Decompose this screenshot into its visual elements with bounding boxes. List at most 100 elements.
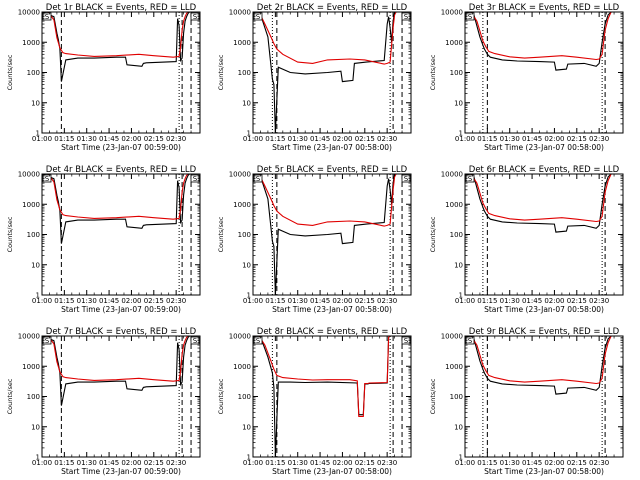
detector-panel-3: S 1 10 100 1000 10000 01:00 01:15 01:30 01:45 02:0… bbox=[429, 3, 624, 152]
x-tick-label: 02:30 bbox=[377, 297, 397, 305]
x-tick-label: 01:15 bbox=[265, 459, 285, 467]
y-tick-label: 10 bbox=[454, 423, 463, 431]
x-tick-label: 01:15 bbox=[54, 297, 74, 305]
y-tick-label: 10000 bbox=[229, 9, 251, 17]
x-tick-label: 02:15 bbox=[567, 459, 587, 467]
y-tick-label: 100 bbox=[27, 231, 40, 239]
x-tick-label: 02:00 bbox=[121, 135, 141, 143]
y-tick-label: 1000 bbox=[445, 39, 463, 47]
x-tick-label: 01:45 bbox=[522, 459, 542, 467]
y-axis-label: Counts/sec bbox=[6, 216, 14, 252]
y-tick-label: 1 bbox=[247, 454, 251, 462]
saa-label: S bbox=[256, 175, 261, 183]
events-series-line bbox=[42, 12, 192, 82]
x-tick-label: 01:15 bbox=[265, 135, 285, 143]
y-tick-label: 1000 bbox=[22, 201, 40, 209]
panel-title: Det 8r BLACK = Events, RED = LLD bbox=[257, 327, 408, 337]
lld-series-line bbox=[465, 12, 615, 61]
y-axis-label: Counts/sec bbox=[429, 378, 437, 414]
x-tick-label: 01:30 bbox=[288, 135, 308, 143]
x-tick-label: 01:15 bbox=[477, 297, 497, 305]
x-tick-label: 02:00 bbox=[121, 297, 141, 305]
y-axis-label: Counts/sec bbox=[429, 216, 437, 252]
x-tick-label: 02:30 bbox=[589, 135, 609, 143]
y-axis-label: Counts/sec bbox=[217, 54, 225, 90]
x-axis-label: Start Time (23-Jan-07 00:58:00) bbox=[272, 143, 392, 152]
x-tick-label: 02:15 bbox=[144, 297, 164, 305]
x-tick-label: 01:00 bbox=[32, 135, 52, 143]
panel-title: Det 7r BLACK = Events, RED = LLD bbox=[46, 327, 197, 337]
y-tick-label: 1000 bbox=[445, 201, 463, 209]
lld-series-line bbox=[253, 174, 397, 227]
saa-label: S bbox=[45, 13, 50, 21]
y-tick-label: 10000 bbox=[18, 171, 40, 179]
x-tick-label: 01:30 bbox=[500, 459, 520, 467]
saa-label: S bbox=[45, 175, 50, 183]
x-tick-label: 01:45 bbox=[99, 135, 119, 143]
lld-series-line bbox=[42, 336, 192, 382]
saa-label: S bbox=[193, 337, 198, 345]
x-axis-label: Start Time (23-Jan-07 00:59:00) bbox=[61, 143, 181, 152]
x-tick-label: 02:30 bbox=[166, 297, 186, 305]
saa-label: S bbox=[193, 175, 198, 183]
x-tick-label: 01:45 bbox=[522, 297, 542, 305]
y-tick-label: 10 bbox=[31, 423, 40, 431]
x-tick-label: 01:45 bbox=[99, 297, 119, 305]
events-series-line bbox=[253, 174, 396, 295]
y-tick-label: 1000 bbox=[22, 39, 40, 47]
lld-series-line bbox=[42, 12, 192, 58]
events-series-line bbox=[42, 174, 192, 244]
x-tick-label: 02:30 bbox=[589, 297, 609, 305]
y-tick-label: 10 bbox=[242, 261, 251, 269]
events-series-line bbox=[253, 336, 392, 457]
x-tick-label: 01:15 bbox=[54, 459, 74, 467]
x-tick-label: 01:00 bbox=[32, 459, 52, 467]
x-axis-label: Start Time (23-Jan-07 00:58:00) bbox=[484, 143, 604, 152]
x-tick-label: 02:15 bbox=[355, 459, 375, 467]
panel-title: Det 4r BLACK = Events, RED = LLD bbox=[46, 165, 197, 175]
plot-frame bbox=[464, 173, 624, 296]
x-tick-label: 02:00 bbox=[544, 297, 564, 305]
y-tick-label: 10 bbox=[31, 261, 40, 269]
x-tick-label: 01:45 bbox=[310, 135, 330, 143]
x-tick-label: 02:15 bbox=[355, 297, 375, 305]
x-tick-label: 01:45 bbox=[310, 459, 330, 467]
x-tick-label: 01:30 bbox=[77, 459, 97, 467]
saa-label: S bbox=[193, 13, 198, 21]
x-tick-label: 01:45 bbox=[310, 297, 330, 305]
x-tick-label: 02:15 bbox=[567, 135, 587, 143]
y-tick-label: 100 bbox=[450, 69, 463, 77]
plot-frame bbox=[41, 173, 201, 296]
y-tick-label: 10 bbox=[242, 423, 251, 431]
y-tick-label: 1000 bbox=[22, 363, 40, 371]
panel-title: Det 6r BLACK = Events, RED = LLD bbox=[469, 165, 620, 175]
x-axis-label: Start Time (23-Jan-07 00:58:00) bbox=[484, 467, 604, 476]
events-series-line bbox=[465, 336, 615, 395]
plot-frame bbox=[41, 335, 201, 458]
x-tick-label: 02:30 bbox=[377, 135, 397, 143]
y-tick-label: 10 bbox=[454, 261, 463, 269]
panel-title: Det 9r BLACK = Events, RED = LLD bbox=[469, 327, 620, 337]
y-tick-label: 1000 bbox=[233, 201, 251, 209]
x-tick-label: 02:15 bbox=[567, 297, 587, 305]
y-tick-label: 100 bbox=[27, 69, 40, 77]
x-tick-label: 01:45 bbox=[522, 135, 542, 143]
x-tick-label: 02:00 bbox=[544, 459, 564, 467]
x-tick-label: 02:00 bbox=[544, 135, 564, 143]
x-axis-label: Start Time (23-Jan-07 00:58:00) bbox=[484, 305, 604, 314]
x-tick-label: 02:00 bbox=[332, 297, 352, 305]
y-axis-label: Counts/sec bbox=[217, 216, 225, 252]
events-series-line bbox=[465, 174, 615, 233]
y-tick-label: 1 bbox=[459, 454, 463, 462]
events-series-line bbox=[42, 336, 192, 406]
y-tick-label: 1 bbox=[36, 454, 40, 462]
x-tick-label: 01:15 bbox=[265, 297, 285, 305]
x-tick-label: 02:30 bbox=[377, 459, 397, 467]
x-axis-label: Start Time (23-Jan-07 00:58:00) bbox=[272, 467, 392, 476]
x-tick-label: 02:15 bbox=[355, 135, 375, 143]
x-axis-label: Start Time (23-Jan-07 00:59:00) bbox=[61, 305, 181, 314]
y-tick-label: 100 bbox=[238, 231, 251, 239]
